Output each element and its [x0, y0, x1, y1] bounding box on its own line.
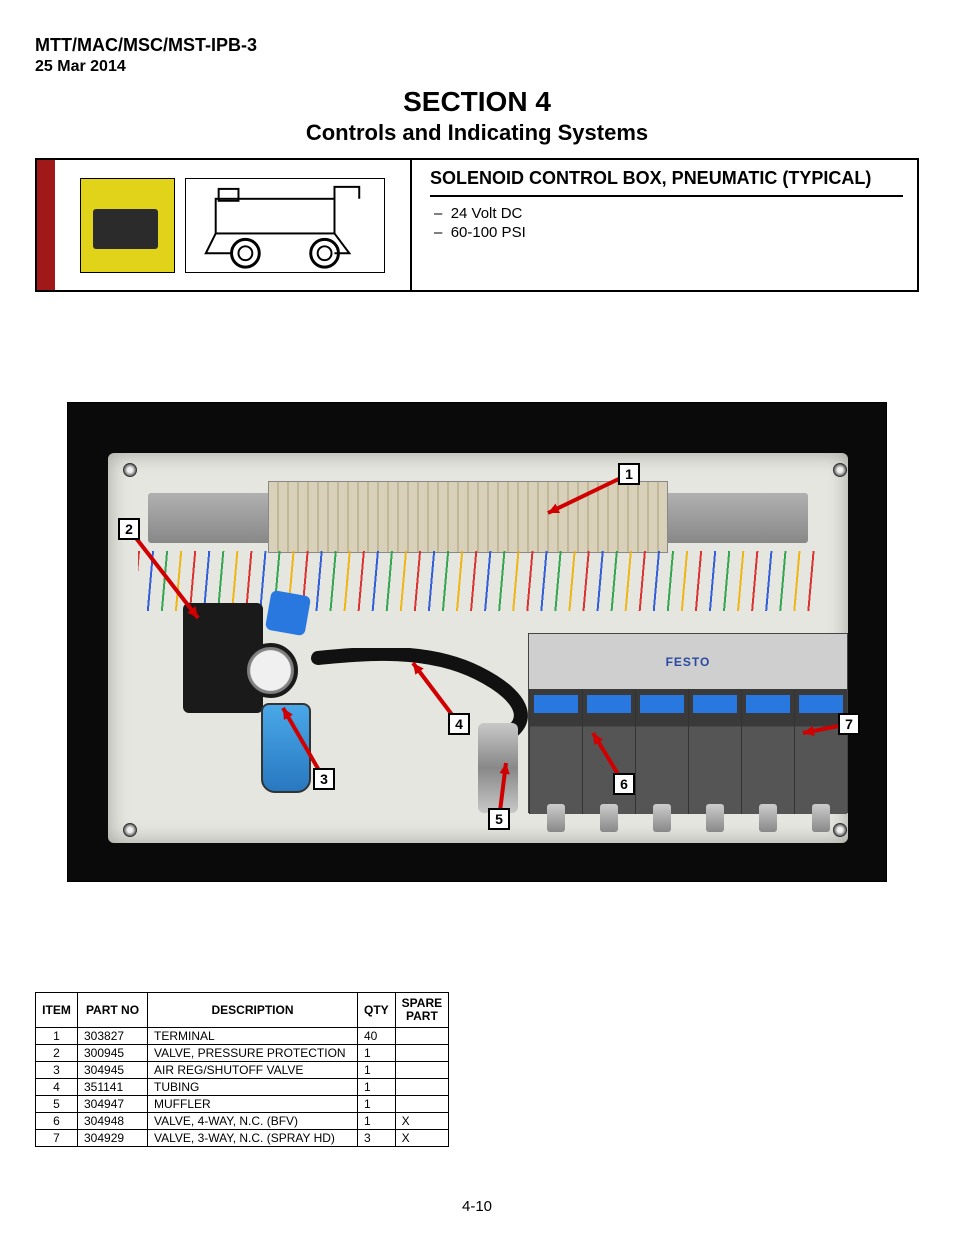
- col-header-item: ITEM: [36, 993, 78, 1028]
- cell-qty: 3: [358, 1130, 396, 1147]
- valve-slot: [529, 689, 582, 814]
- table-row: 1303827TERMINAL40: [36, 1028, 449, 1045]
- spec-item: – 24 Volt DC: [434, 205, 903, 222]
- module-header-block: SOLENOID CONTROL BOX, PNEUMATIC (TYPICAL…: [35, 158, 919, 292]
- valve-slot: [741, 689, 794, 814]
- thumbnail-photo: [80, 178, 175, 273]
- cell-description: TERMINAL: [148, 1028, 358, 1045]
- cell-item: 6: [36, 1113, 78, 1130]
- col-header-spare-l1: SPARE: [402, 996, 442, 1010]
- callout-box: 1: [618, 463, 640, 485]
- spec-text: 60-100 PSI: [451, 224, 526, 241]
- table-row: 2300945VALVE, PRESSURE PROTECTION1: [36, 1045, 449, 1062]
- cell-item: 1: [36, 1028, 78, 1045]
- manifold-label: FESTO: [529, 634, 847, 689]
- cell-item: 7: [36, 1130, 78, 1147]
- main-figure: FESTO 1 2 3 4 5 6 7: [67, 402, 887, 882]
- callout-box: 5: [488, 808, 510, 830]
- callout-box: 4: [448, 713, 470, 735]
- screw-icon: [123, 463, 137, 477]
- cell-description: VALVE, 3-WAY, N.C. (SPRAY HD): [148, 1130, 358, 1147]
- table-row: 5304947MUFFLER1: [36, 1096, 449, 1113]
- callout-box: 7: [838, 713, 860, 735]
- module-info-panel: SOLENOID CONTROL BOX, PNEUMATIC (TYPICAL…: [412, 160, 917, 290]
- document-id: MTT/MAC/MSC/MST-IPB-3: [35, 35, 919, 56]
- callout-box: 6: [613, 773, 635, 795]
- accent-strip: [37, 160, 55, 290]
- cell-description: MUFFLER: [148, 1096, 358, 1113]
- cell-spare: [395, 1028, 448, 1045]
- cell-item: 2: [36, 1045, 78, 1062]
- col-header-desc: DESCRIPTION: [148, 993, 358, 1028]
- col-header-spare: SPAREPART: [395, 993, 448, 1028]
- table-row: 3304945AIR REG/SHUTOFF VALVE1: [36, 1062, 449, 1079]
- cell-partno: 304948: [78, 1113, 148, 1130]
- wire-bundle: [138, 551, 818, 611]
- table-row: 7304929VALVE, 3-WAY, N.C. (SPRAY HD)3X: [36, 1130, 449, 1147]
- valve-slot: [688, 689, 741, 814]
- cell-description: AIR REG/SHUTOFF VALVE: [148, 1062, 358, 1079]
- cell-partno: 304929: [78, 1130, 148, 1147]
- parts-table: ITEM PART NO DESCRIPTION QTY SPAREPART 1…: [35, 992, 449, 1147]
- thumbnail-lineart: [185, 178, 385, 273]
- pressure-gauge: [243, 643, 298, 698]
- cell-item: 3: [36, 1062, 78, 1079]
- cell-qty: 1: [358, 1045, 396, 1062]
- section-subtitle: Controls and Indicating Systems: [35, 120, 919, 146]
- screw-icon: [123, 823, 137, 837]
- cell-spare: X: [395, 1130, 448, 1147]
- cell-partno: 304945: [78, 1062, 148, 1079]
- table-row: 6304948VALVE, 4-WAY, N.C. (BFV)1X: [36, 1113, 449, 1130]
- spec-item: – 60-100 PSI: [434, 224, 903, 241]
- callout-box: 2: [118, 518, 140, 540]
- cell-qty: 1: [358, 1113, 396, 1130]
- cell-spare: [395, 1045, 448, 1062]
- cell-spare: X: [395, 1113, 448, 1130]
- col-header-spare-l2: PART: [406, 1009, 438, 1023]
- regulator-knob: [265, 590, 311, 636]
- cell-spare: [395, 1062, 448, 1079]
- cell-partno: 304947: [78, 1096, 148, 1113]
- module-title: SOLENOID CONTROL BOX, PNEUMATIC (TYPICAL…: [430, 168, 903, 197]
- cell-spare: [395, 1079, 448, 1096]
- page-number: 4-10: [0, 1198, 954, 1215]
- col-header-partno: PART NO: [78, 993, 148, 1028]
- spec-text: 24 Volt DC: [451, 205, 523, 222]
- cell-description: VALVE, 4-WAY, N.C. (BFV): [148, 1113, 358, 1130]
- module-thumbnail-panel: [37, 160, 412, 290]
- cell-description: TUBING: [148, 1079, 358, 1096]
- valve-bank: [529, 689, 847, 814]
- valve-slot: [794, 689, 847, 814]
- cell-spare: [395, 1096, 448, 1113]
- parts-table-head: ITEM PART NO DESCRIPTION QTY SPAREPART: [36, 993, 449, 1028]
- cell-partno: 300945: [78, 1045, 148, 1062]
- valve-slot: [635, 689, 688, 814]
- cell-item: 5: [36, 1096, 78, 1113]
- cell-qty: 1: [358, 1079, 396, 1096]
- thumbnail-row: [55, 160, 410, 290]
- parts-table-body: 1303827TERMINAL402300945VALVE, PRESSURE …: [36, 1028, 449, 1147]
- callout-box: 3: [313, 768, 335, 790]
- table-row: 4351141TUBING1: [36, 1079, 449, 1096]
- document-date: 25 Mar 2014: [35, 58, 919, 76]
- module-specs: – 24 Volt DC – 60-100 PSI: [430, 205, 903, 241]
- cell-item: 4: [36, 1079, 78, 1096]
- col-header-qty: QTY: [358, 993, 396, 1028]
- cell-partno: 351141: [78, 1079, 148, 1096]
- screw-icon: [833, 463, 847, 477]
- cell-partno: 303827: [78, 1028, 148, 1045]
- cell-qty: 1: [358, 1062, 396, 1079]
- screw-icon: [833, 823, 847, 837]
- main-figure-wrap: FESTO 1 2 3 4 5 6 7: [35, 402, 919, 882]
- cell-description: VALVE, PRESSURE PROTECTION: [148, 1045, 358, 1062]
- cell-qty: 40: [358, 1028, 396, 1045]
- section-title: SECTION 4: [35, 86, 919, 118]
- cell-qty: 1: [358, 1096, 396, 1113]
